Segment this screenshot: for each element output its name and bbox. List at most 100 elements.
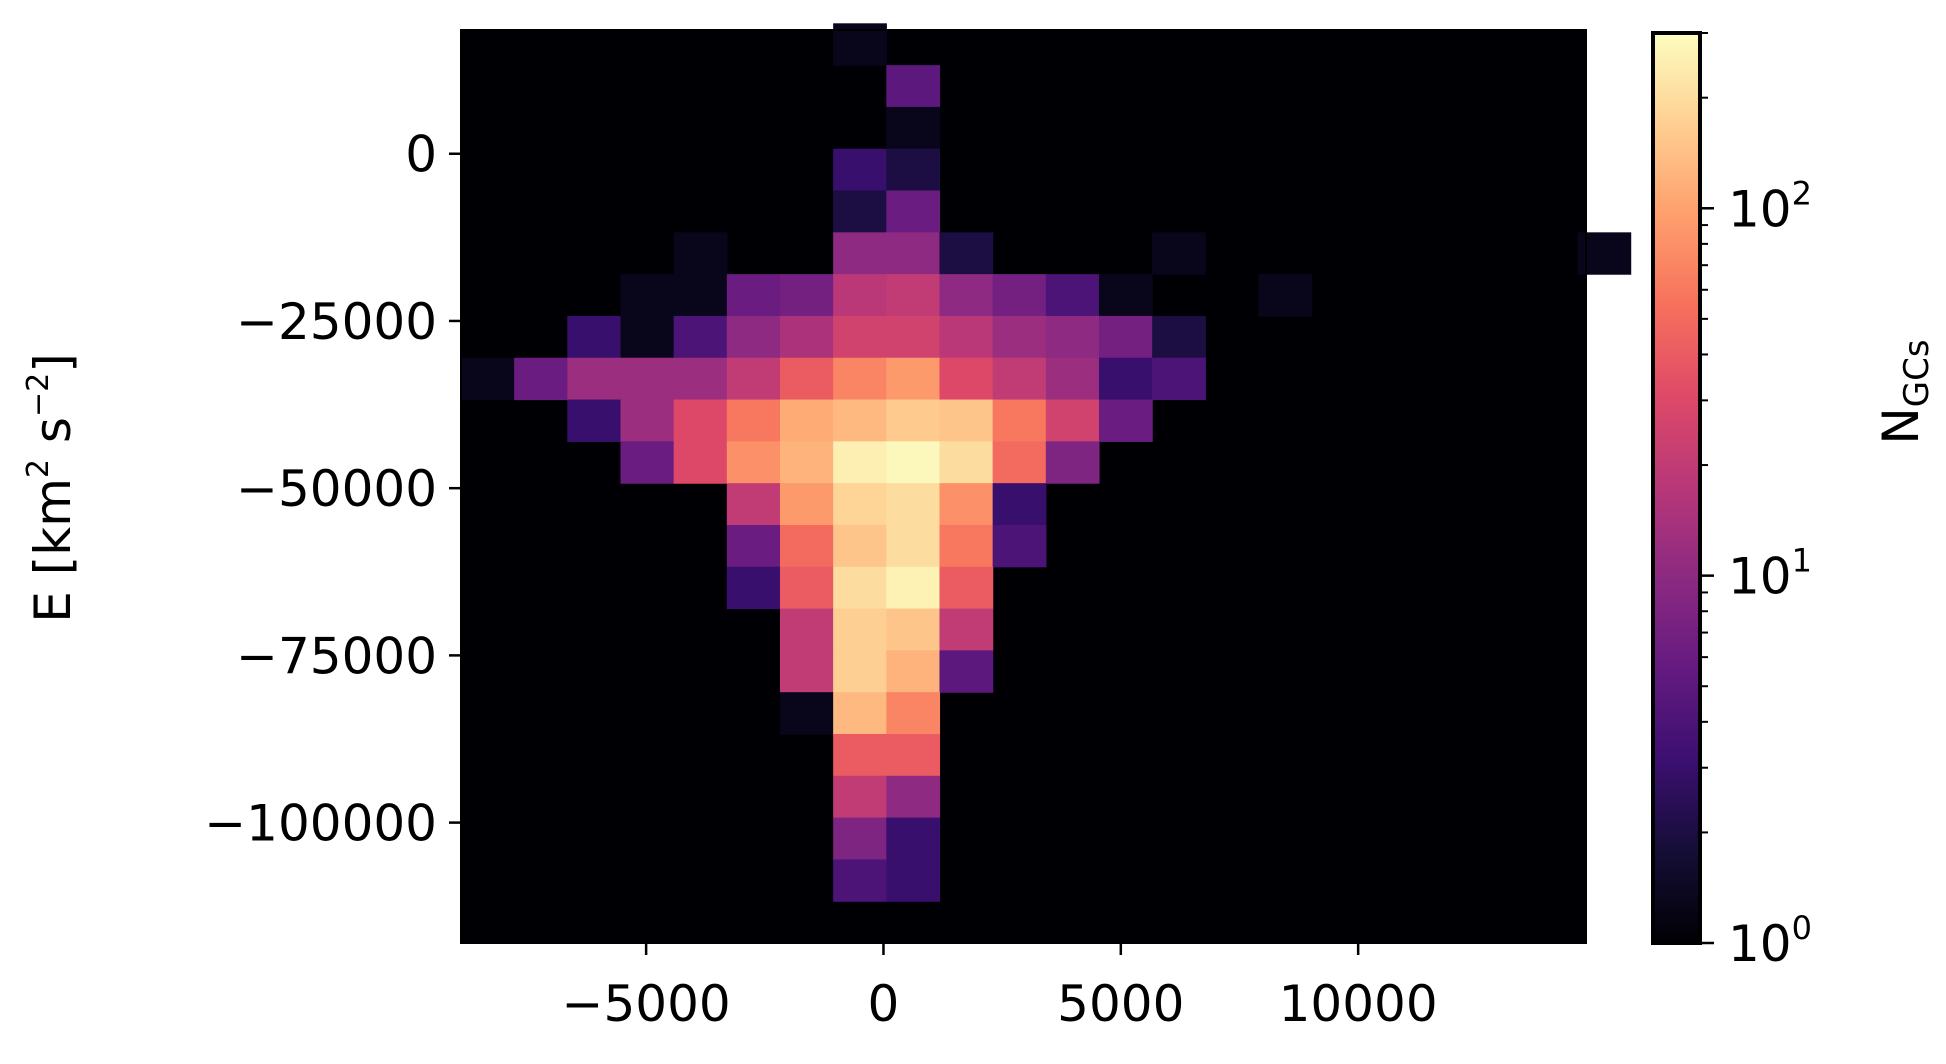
heatmap-cell	[620, 274, 675, 317]
heatmap-cell	[779, 608, 834, 651]
x-tick-label: 10000	[1279, 975, 1438, 1033]
heatmap-cell	[779, 357, 834, 401]
heatmap-cell	[886, 65, 941, 108]
heatmap-cell	[779, 441, 834, 484]
heatmap-cell	[726, 399, 781, 442]
heatmap-cell	[1098, 315, 1153, 359]
x-tick-label: 5000	[1057, 975, 1184, 1033]
heatmap-cell	[620, 315, 675, 359]
heatmap-cell	[992, 524, 1047, 568]
heatmap-cell	[886, 274, 941, 317]
x-tick-label: −5000	[562, 975, 731, 1033]
heatmap-cell	[886, 399, 941, 442]
heatmap-cell	[779, 650, 834, 693]
heatmap-cell	[833, 399, 887, 442]
heatmap-cell	[886, 733, 941, 777]
heatmap-cell	[833, 608, 887, 651]
colorbar-tick-label: 101	[1728, 542, 1812, 606]
y-tick-label: −25000	[236, 293, 437, 351]
heatmap-cell	[1258, 274, 1313, 317]
heatmap-cell	[992, 483, 1047, 526]
heatmap-cell	[726, 357, 781, 401]
heatmap-cell	[992, 399, 1047, 442]
heatmap-cell	[673, 357, 728, 401]
heatmap-cell	[833, 232, 887, 275]
plot-area	[460, 23, 1632, 944]
colorbar-ticks: 100 101 102	[1700, 32, 1812, 973]
heatmap-cell	[886, 775, 941, 819]
heatmap-cell	[886, 817, 941, 860]
heatmap-cell	[833, 315, 887, 359]
heatmap-cell	[833, 441, 887, 484]
heatmap-cell	[939, 441, 994, 484]
heatmap-cell	[992, 441, 1047, 484]
heatmap-cell	[673, 399, 728, 442]
heatmap-cell	[779, 399, 834, 442]
y-tick-label: −75000	[236, 627, 437, 685]
heatmap-cell	[833, 357, 887, 401]
colorbar-frame	[1651, 31, 1702, 945]
heatmap-cell	[1045, 274, 1100, 317]
heatmap-cell	[726, 441, 781, 484]
heatmap-cell	[1098, 274, 1153, 317]
y-tick-label: 0	[405, 126, 437, 184]
heatmap-cell	[726, 566, 781, 610]
heatmap-cell	[461, 357, 515, 401]
heatmap-cell	[779, 315, 834, 359]
heatmap-cell	[833, 775, 887, 819]
heatmap-cell	[1045, 441, 1100, 484]
heatmap-cell	[886, 650, 941, 693]
heatmap-cell	[673, 441, 728, 484]
heatmap-cell	[939, 357, 994, 401]
heatmap-cell	[992, 274, 1047, 317]
plot-frame	[460, 29, 1587, 944]
colorbar-label: NGCs	[1872, 339, 1937, 444]
heatmap-cell	[886, 524, 941, 568]
heatmap-cell	[833, 190, 887, 233]
heatmap-cell	[567, 399, 622, 442]
heatmap-cell	[726, 524, 781, 568]
y-axis: 0 −25000 −50000 −75000 −100000	[204, 126, 461, 853]
y-tick-label: −50000	[236, 460, 437, 518]
heatmap-cell	[673, 315, 728, 359]
heatmap-cell	[886, 483, 941, 526]
heatmap-cell	[833, 566, 887, 610]
heatmap-cell	[726, 274, 781, 317]
heatmap-cell	[939, 650, 994, 693]
heatmap-cell	[1152, 315, 1206, 359]
heatmap-cell	[1098, 399, 1153, 442]
heatmap-cell	[833, 650, 887, 693]
heatmap-cell	[886, 566, 941, 610]
heatmap-cell	[833, 524, 887, 568]
heatmap-cell	[939, 274, 994, 317]
colorbar: 100 101 102	[1651, 31, 1812, 973]
heatmap-cell	[939, 524, 994, 568]
heatmap-cell	[939, 483, 994, 526]
heatmap-cell	[833, 148, 887, 192]
heatmap-cell	[939, 566, 994, 610]
heatmap-cells	[461, 23, 1632, 902]
heatmap-cell	[833, 692, 887, 735]
heatmap-cell	[886, 441, 941, 484]
heatmap-cell	[726, 315, 781, 359]
heatmap-cell	[939, 608, 994, 651]
heatmap-cell	[1045, 399, 1100, 442]
heatmap-cell	[1045, 315, 1100, 359]
heatmap-cell	[620, 357, 675, 401]
heatmap-cell	[514, 357, 568, 401]
heatmap-cell	[939, 232, 994, 275]
heatmap-cell	[779, 524, 834, 568]
y-tick-label: −100000	[204, 795, 437, 853]
heatmap-cell	[1152, 232, 1206, 275]
colorbar-tick-label: 102	[1728, 174, 1812, 238]
heatmap-cell	[886, 357, 941, 401]
heatmap-cell	[673, 232, 728, 275]
heatmap-cell	[833, 274, 887, 317]
y-axis-label: E [km2 s−2]	[21, 353, 82, 622]
heatmap-cell	[1152, 357, 1206, 401]
heatmap-cell	[1098, 357, 1153, 401]
x-tick-label: 0	[868, 975, 900, 1033]
x-axis: −5000 0 5000 10000	[562, 943, 1438, 1033]
heatmap-cell	[939, 399, 994, 442]
